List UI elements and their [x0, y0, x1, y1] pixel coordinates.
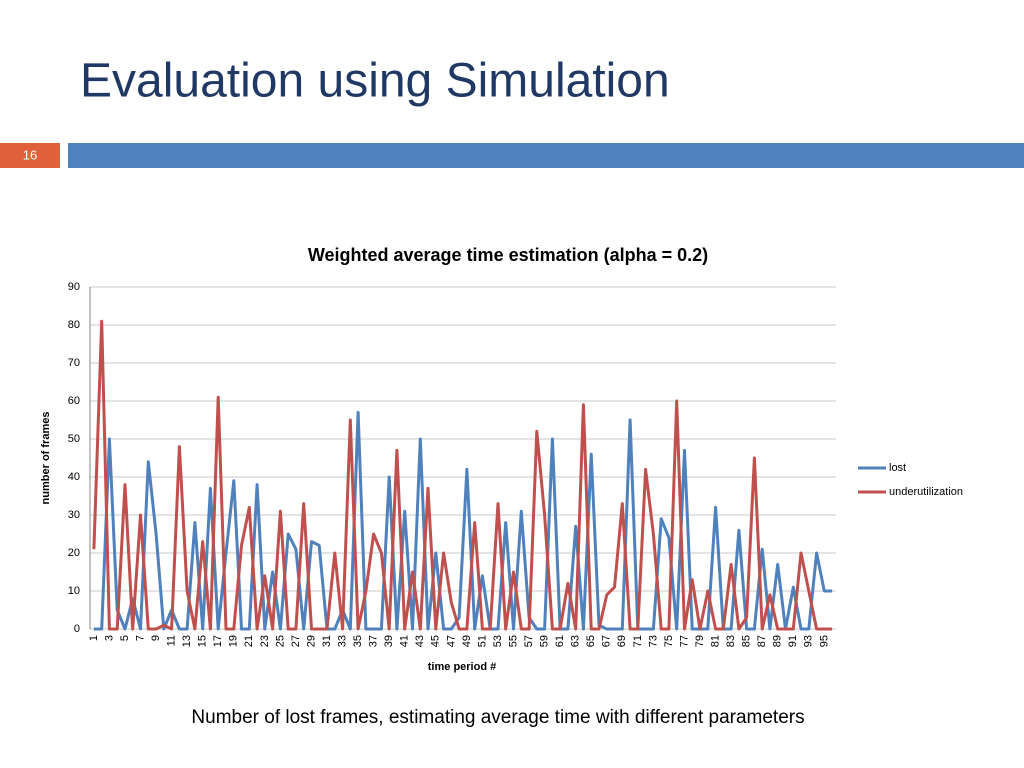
y-tick-label: 50	[68, 433, 80, 445]
legend-label: underutilization	[889, 486, 963, 498]
x-tick-label: 93	[803, 635, 815, 647]
x-tick-label: 35	[352, 635, 364, 647]
slide-number-box	[0, 143, 60, 168]
x-tick-label: 49	[461, 635, 473, 647]
x-tick-label: 79	[694, 635, 706, 647]
x-tick-label: 67	[601, 635, 613, 647]
x-tick-label: 29	[305, 635, 317, 647]
x-tick-label: 81	[709, 635, 721, 647]
x-tick-label: 21	[243, 635, 255, 647]
x-tick-label: 61	[554, 635, 566, 647]
x-tick-label: 41	[399, 635, 411, 647]
x-tick-label: 37	[368, 635, 380, 647]
x-tick-label: 75	[663, 635, 675, 647]
slide-title: Evaluation using Simulation	[80, 55, 670, 108]
x-tick-label: 47	[445, 635, 457, 647]
series-line	[93, 410, 833, 631]
x-tick-label: 87	[756, 635, 768, 647]
x-tick-label: 77	[678, 635, 690, 647]
x-tick-label: 31	[321, 635, 333, 647]
x-tick-label: 9	[150, 635, 162, 641]
x-tick-label: 13	[181, 635, 193, 647]
y-tick-label: 40	[68, 471, 80, 483]
y-tick-label: 60	[68, 395, 80, 407]
x-tick-label: 39	[383, 635, 395, 647]
x-tick-label: 55	[507, 635, 519, 647]
x-tick-label: 95	[818, 635, 830, 647]
header-bar	[68, 143, 1024, 168]
x-tick-label: 1	[88, 635, 100, 641]
x-tick-label: 69	[616, 635, 628, 647]
x-tick-label: 33	[336, 635, 348, 647]
x-tick-label: 19	[228, 635, 240, 647]
x-tick-label: 89	[772, 635, 784, 647]
x-tick-label: 45	[430, 635, 442, 647]
y-tick-label: 0	[74, 623, 80, 635]
legend-label: lost	[889, 462, 906, 474]
x-tick-label: 57	[523, 635, 535, 647]
y-axis-label: number of frames	[40, 412, 52, 505]
y-tick-label: 90	[68, 281, 80, 293]
slide-number: 16	[23, 147, 37, 162]
y-tick-label: 80	[68, 319, 80, 331]
x-tick-label: 85	[741, 635, 753, 647]
x-tick-label: 43	[414, 635, 426, 647]
y-tick-label: 30	[68, 509, 80, 521]
y-tick-label: 70	[68, 357, 80, 369]
x-tick-label: 25	[274, 635, 286, 647]
x-tick-label: 3	[103, 635, 115, 641]
x-tick-label: 83	[725, 635, 737, 647]
x-tick-label: 53	[492, 635, 504, 647]
y-tick-label: 20	[68, 547, 80, 559]
chart-title: Weighted average time estimation (alpha …	[308, 245, 708, 265]
series-line	[92, 319, 833, 631]
x-tick-label: 73	[647, 635, 659, 647]
x-tick-label: 17	[212, 635, 224, 647]
x-tick-label: 63	[570, 635, 582, 647]
x-tick-label: 59	[539, 635, 551, 647]
x-tick-label: 51	[476, 635, 488, 647]
x-tick-label: 65	[585, 635, 597, 647]
x-tick-label: 5	[119, 635, 131, 641]
x-tick-label: 23	[259, 635, 271, 647]
x-tick-label: 27	[290, 635, 302, 647]
x-tick-label: 7	[134, 635, 146, 641]
x-tick-label: 91	[787, 635, 799, 647]
x-tick-label: 15	[197, 635, 209, 647]
x-axis-label: time period #	[428, 661, 496, 673]
caption: Number of lost frames, estimating averag…	[191, 707, 804, 728]
x-tick-label: 71	[632, 635, 644, 647]
x-tick-label: 11	[166, 635, 178, 646]
y-tick-label: 10	[68, 585, 80, 597]
